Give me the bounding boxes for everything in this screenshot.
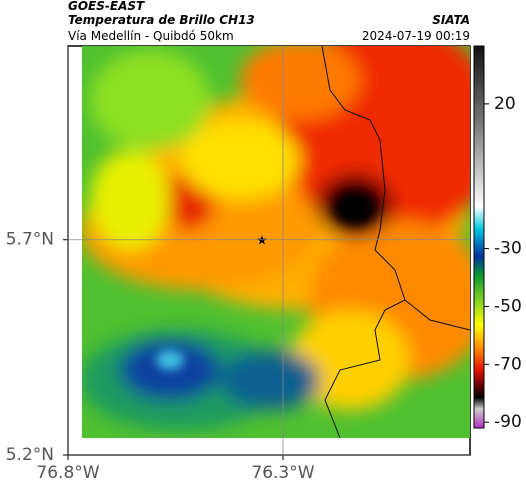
brightness-field <box>82 46 470 438</box>
colorbar-tick-label: -70 <box>494 354 522 374</box>
title: GOES-EAST <box>68 0 145 13</box>
colorbar <box>473 45 485 429</box>
datetime: 2024-07-19 00:19 <box>362 29 470 43</box>
border-line <box>321 46 406 438</box>
subtitle: Temperatura de Brillo CH13 <box>68 13 255 27</box>
colorbar-tick-label: -30 <box>494 239 522 259</box>
station-marker: ★ <box>256 234 268 249</box>
source: SIATA <box>432 13 470 27</box>
border-line <box>404 299 470 331</box>
y-tick-label: 5.2°N <box>6 445 54 465</box>
x-tick-label: 76.3°W <box>251 463 314 483</box>
station-marker: ★ <box>352 207 362 220</box>
colorbar-tick-label: 20 <box>494 94 516 114</box>
colorbar-tick-label: -90 <box>494 412 522 432</box>
y-tick-label: 5.7°N <box>6 230 54 250</box>
region: Vía Medellín - Quibdó 50km <box>68 29 234 43</box>
x-tick-label: 76.8°W <box>36 463 99 483</box>
colorbar-tick-label: -50 <box>494 296 522 316</box>
